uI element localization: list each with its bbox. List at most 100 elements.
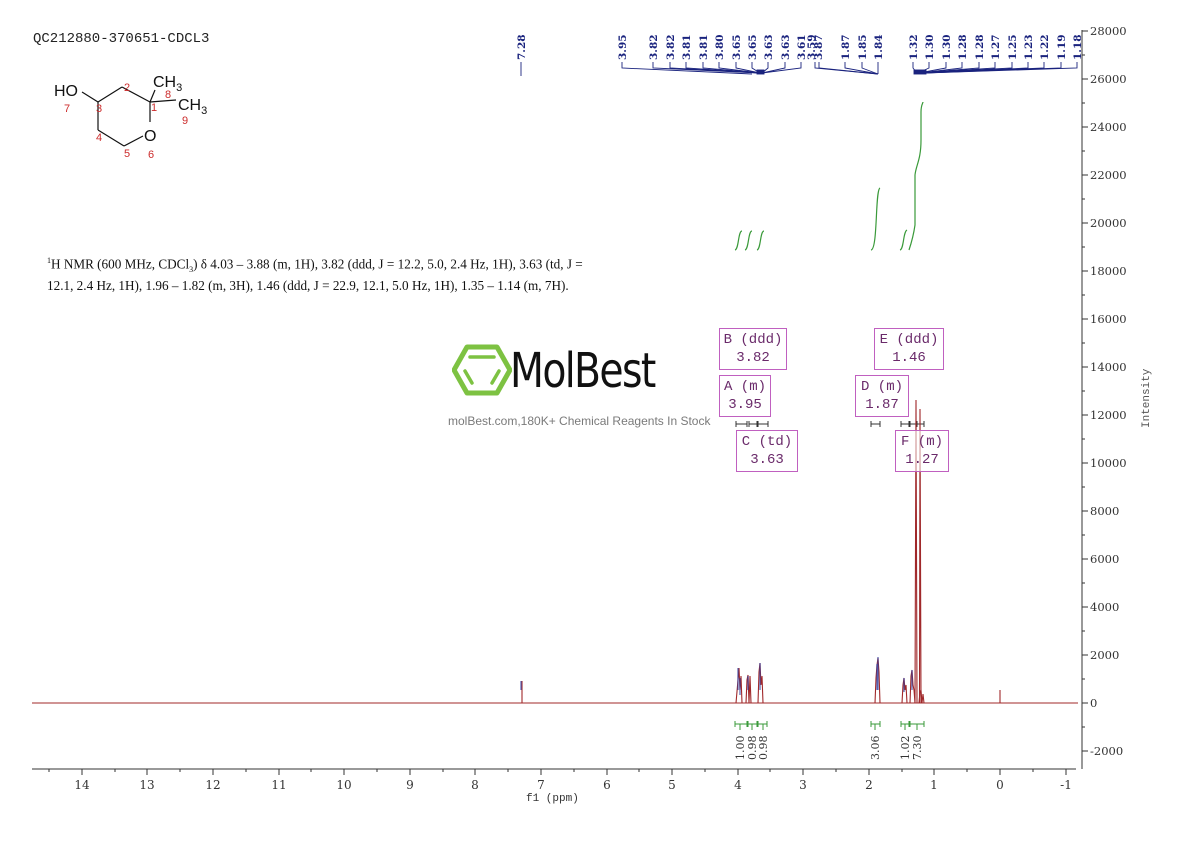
- x-tick-label: -1: [1060, 778, 1072, 792]
- peak-shading: [520, 657, 913, 695]
- atom-number: 3: [96, 103, 102, 115]
- peak-box-a: A (m) 3.95: [719, 375, 771, 417]
- multiplet-range-markers: [735, 421, 925, 427]
- watermark-tagline: molBest.com,180K+ Chemical Reagents In S…: [448, 414, 711, 428]
- integral-values: 1.00 0.98 0.98 3.06 1.02 7.30: [734, 736, 924, 761]
- peak-label: 3.81: [681, 34, 693, 60]
- peak-box-multiplicity: A (m): [723, 379, 766, 395]
- y-tick-label: 4000: [1090, 600, 1119, 614]
- watermark-brand: MolBest: [510, 343, 656, 399]
- y-tick-label: 18000: [1090, 264, 1127, 278]
- x-tick-label: 9: [406, 778, 414, 792]
- x-tick-label: 8: [471, 778, 479, 792]
- integral-value: 7.30: [911, 736, 924, 761]
- atom-number: 5: [124, 148, 130, 160]
- y-tick-label: 2000: [1090, 648, 1119, 662]
- y-tick-label: 28000: [1090, 24, 1127, 38]
- integral-value: 0.98: [757, 736, 770, 761]
- peak-box-shift: 1.27: [905, 452, 939, 468]
- y-tick-label: 26000: [1090, 72, 1127, 86]
- methyl-label-9: CH3: [178, 97, 207, 117]
- peak-label: 1.23: [1023, 34, 1035, 60]
- peak-box-f: F (m) 1.27: [895, 430, 949, 472]
- atom-number: 7: [64, 103, 70, 115]
- x-tick-label: 14: [74, 778, 90, 792]
- y-tick-label: 12000: [1090, 408, 1127, 422]
- atom-number: 4: [96, 132, 102, 144]
- solvent-subscript: 3: [189, 265, 194, 275]
- peak-box-c: C (td) 3.63: [736, 430, 798, 472]
- nmr-description-body: ) δ 4.03 – 3.88 (m, 1H), 3.82 (ddd, J = …: [47, 256, 583, 294]
- atom-number: 1: [151, 102, 157, 114]
- y-axis: [1081, 30, 1088, 769]
- integral-value: 0.98: [746, 736, 759, 761]
- peak-label: 3.65: [747, 34, 759, 60]
- peak-label: 1.28: [974, 34, 986, 60]
- peak-label: 3.95: [617, 34, 629, 60]
- peak-label: 1.32: [908, 34, 920, 60]
- peak-label: 3.82: [648, 34, 660, 60]
- peak-label: 1.87: [840, 34, 852, 60]
- nmr-description-head: H NMR (600 MHz, CDCl: [51, 256, 190, 272]
- atom-number: 8: [165, 89, 171, 101]
- peak-box-shift: 3.63: [750, 452, 784, 468]
- peak-label: 3.82: [665, 34, 677, 60]
- peak-box-e: E (ddd) 1.46: [874, 328, 944, 370]
- y-tick-label: -2000: [1090, 744, 1123, 758]
- integral-value: 3.06: [869, 736, 882, 761]
- peak-label: 1.25: [1007, 34, 1019, 60]
- peak-leader-lines: [520, 62, 1078, 76]
- atom-number: 2: [124, 82, 130, 94]
- peak-label: 3.87: [813, 34, 825, 60]
- integral-curves: [734, 101, 924, 251]
- peak-box-shift: 3.95: [728, 397, 762, 413]
- y-tick-label: 8000: [1090, 504, 1119, 518]
- x-axis-title: f1 (ppm): [526, 793, 579, 805]
- peak-label: 3.81: [698, 34, 710, 60]
- peak-label: 3.61: [796, 34, 808, 60]
- peak-shift-labels: 7.28 3.95 3.82 3.82 3.81 3.81 3.80 3.65 …: [516, 34, 1084, 60]
- y-tick-label: 10000: [1090, 456, 1127, 470]
- peak-label: 1.85: [857, 34, 869, 60]
- hydroxyl-label: HO: [54, 83, 78, 100]
- peak-box-d: D (m) 1.87: [855, 375, 909, 417]
- peak-label: 1.28: [957, 34, 969, 60]
- x-tick-label: 4: [734, 778, 742, 792]
- peak-label: 1.22: [1039, 34, 1051, 60]
- peak-label: 1.84: [873, 34, 885, 60]
- y-tick-label: 24000: [1090, 120, 1127, 134]
- peak-box-multiplicity: F (m): [900, 434, 943, 450]
- peak-box-shift: 1.46: [892, 350, 926, 366]
- x-tick-label: 5: [668, 778, 676, 792]
- y-axis-tick-labels: 28000 26000 24000 22000 20000 18000 1600…: [1090, 24, 1127, 758]
- peak-label: 1.27: [990, 34, 1002, 60]
- x-tick-label: 1: [930, 778, 938, 792]
- atom-number: 6: [148, 149, 154, 161]
- x-tick-label: 3: [799, 778, 807, 792]
- x-tick-label: 10: [336, 778, 351, 792]
- peak-box-shift: 1.87: [865, 397, 899, 413]
- x-tick-label: 0: [996, 778, 1004, 792]
- y-tick-label: 16000: [1090, 312, 1127, 326]
- x-tick-label: 13: [139, 778, 154, 792]
- peak-label: 3.63: [763, 34, 775, 60]
- isotope-superscript: 1: [47, 256, 51, 265]
- peak-label: 3.63: [780, 34, 792, 60]
- y-tick-label: 14000: [1090, 360, 1127, 374]
- x-axis: [32, 768, 1076, 775]
- peak-label: 1.19: [1056, 34, 1068, 60]
- nmr-description: 1H NMR (600 MHz, CDCl3) δ 4.03 – 3.88 (m…: [47, 253, 607, 294]
- x-axis-tick-labels: 14 13 12 11 10 9 8 7 6 5 4 3 2 1 0 -1: [74, 778, 1071, 792]
- y-tick-label: 6000: [1090, 552, 1119, 566]
- y-axis-title: Intensity: [1141, 368, 1153, 428]
- x-tick-label: 6: [603, 778, 611, 792]
- peak-label: 3.59: [806, 34, 818, 60]
- integral-brackets: [734, 721, 925, 730]
- peak-label: 1.30: [941, 34, 953, 60]
- integral-value: 1.02: [899, 736, 912, 761]
- y-tick-label: 20000: [1090, 216, 1127, 230]
- x-tick-label: 12: [205, 778, 220, 792]
- chemical-structure: HO 7 CH3 8 CH3 9 O 6 1 2 3 4 5: [54, 74, 207, 161]
- atom-number: 9: [182, 115, 188, 127]
